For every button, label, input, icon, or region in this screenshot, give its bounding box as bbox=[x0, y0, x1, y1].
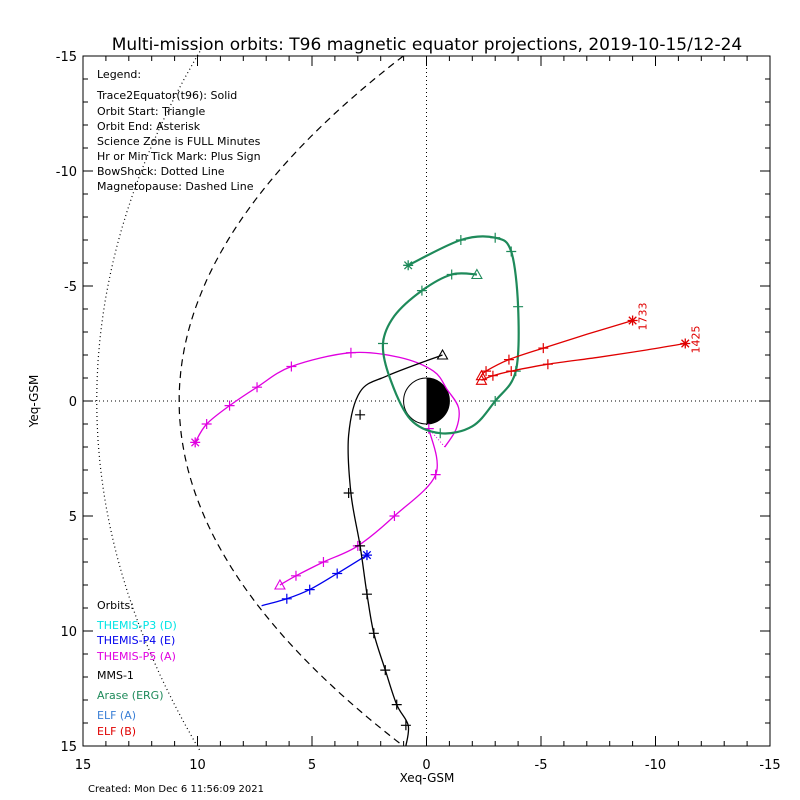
x-axis-label: Xeq-GSM bbox=[400, 771, 455, 785]
series-2-line bbox=[347, 354, 443, 747]
series-5-end-asterisk bbox=[680, 338, 691, 349]
orbit-legend-mms1: MMS-1 bbox=[97, 669, 134, 682]
series-5-tick-mark bbox=[487, 370, 498, 381]
series-0-end-asterisk bbox=[190, 437, 201, 448]
y-axis-label: Yeq-GSM bbox=[27, 375, 41, 429]
series-0-tick-mark bbox=[430, 469, 441, 480]
series-4-tick-mark bbox=[503, 354, 514, 365]
series-0-tick-mark bbox=[252, 382, 263, 393]
series-5-start-triangle bbox=[475, 374, 488, 385]
series-0-tick-mark bbox=[201, 419, 212, 429]
magnetopause-line bbox=[178, 55, 404, 747]
x-tick-label: 10 bbox=[189, 758, 206, 773]
series-0-line bbox=[194, 351, 460, 448]
series-1-tick-mark bbox=[332, 568, 343, 579]
orbits-legend: Orbits: THEMIS-P3 (D) THEMIS-P4 (E) THEM… bbox=[96, 599, 177, 738]
x-tick-label: -5 bbox=[535, 758, 548, 773]
legend-item: Orbit End: Asterisk bbox=[97, 120, 201, 133]
series-5-tick-mark bbox=[542, 359, 553, 370]
legend-item: Hr or Min Tick Mark: Plus Sign bbox=[97, 150, 261, 163]
x-tick-label: 5 bbox=[308, 758, 316, 773]
orbits-legend-title: Orbits: bbox=[97, 599, 134, 612]
series-0-start-triangle bbox=[274, 578, 286, 590]
series-4-tick-mark bbox=[481, 366, 492, 377]
y-tick-label: -10 bbox=[56, 165, 77, 180]
series-0-line-segment bbox=[279, 428, 438, 586]
x-tick-label: 0 bbox=[422, 758, 430, 773]
series-1-tick-mark bbox=[281, 593, 292, 604]
series-3-tick-mark bbox=[435, 428, 446, 439]
orbit-legend-elfb: ELF (B) bbox=[97, 725, 136, 738]
earth-night-side bbox=[426, 378, 450, 424]
series-3-tick-mark bbox=[506, 246, 517, 257]
series-3-tick-mark bbox=[416, 285, 427, 296]
series-3-line bbox=[381, 235, 520, 435]
legend-box: Legend: Trace2Equator(t96): Solid Orbit … bbox=[96, 68, 261, 193]
series-4-time-label: 1733 bbox=[637, 303, 650, 331]
orbit-legend-themis-p4: THEMIS-P4 (E) bbox=[96, 634, 175, 647]
series-0-tick-mark bbox=[286, 361, 297, 372]
series-2-tick-mark bbox=[368, 628, 379, 639]
series-1-tick-mark bbox=[304, 584, 315, 595]
y-tick-label: 10 bbox=[60, 625, 77, 640]
orbit-legend-arase: Arase (ERG) bbox=[97, 689, 163, 702]
orbit-legend-themis-p3: THEMIS-P3 (D) bbox=[96, 619, 177, 632]
series-2-tick-mark bbox=[391, 699, 402, 710]
series-3-end-asterisk bbox=[403, 260, 414, 271]
series-2-tick-mark bbox=[380, 665, 391, 676]
series-0-tick-mark bbox=[345, 347, 356, 358]
series-3-tick-mark bbox=[377, 338, 388, 349]
series-1-end-asterisk bbox=[361, 550, 372, 561]
series-2-tick-mark bbox=[355, 409, 366, 420]
orbit-legend-elfa: ELF (A) bbox=[97, 709, 136, 722]
series-2-tick-mark bbox=[343, 488, 354, 498]
y-tick-label: -5 bbox=[64, 280, 77, 295]
series-3-tick-mark bbox=[490, 396, 501, 406]
series-0-connector bbox=[428, 428, 446, 448]
x-tick-label: -15 bbox=[759, 758, 780, 773]
series-4-tick-mark bbox=[538, 343, 549, 354]
series-2-tick-mark bbox=[361, 589, 372, 600]
series-0-tick-mark bbox=[318, 557, 329, 567]
series-0-tick-mark bbox=[224, 400, 235, 411]
orbit-legend-themis-p5: THEMIS-P5 (A) bbox=[96, 650, 176, 663]
y-tick-label: -15 bbox=[56, 50, 77, 65]
legend-item: Orbit Start: Triangle bbox=[97, 105, 206, 118]
chart-title: Multi-mission orbits: T96 magnetic equat… bbox=[112, 35, 743, 55]
series-3-tick-mark bbox=[455, 235, 466, 245]
series-layer: 1733 1425 bbox=[190, 232, 702, 747]
created-timestamp: Created: Mon Dec 6 11:56:09 2021 bbox=[88, 784, 264, 795]
series-3-tick-mark bbox=[446, 269, 457, 280]
boundaries bbox=[96, 51, 404, 751]
x-tick-label: 15 bbox=[75, 758, 92, 773]
series-4-line bbox=[480, 319, 633, 377]
series-2-start-triangle bbox=[436, 348, 449, 360]
y-tick-label: 15 bbox=[60, 740, 77, 755]
series-3-tick-mark bbox=[490, 232, 501, 243]
legend-item: Magnetopause: Dashed Line bbox=[97, 180, 254, 193]
legend-item: Trace2Equator(t96): Solid bbox=[96, 89, 237, 102]
earth-icon bbox=[403, 377, 450, 425]
series-4-end-asterisk bbox=[627, 315, 638, 326]
legend-item: Science Zone is FULL Minutes bbox=[97, 135, 261, 148]
legend-item: BowShock: Dotted Line bbox=[97, 165, 225, 178]
series-0-tick-mark bbox=[290, 570, 301, 581]
series-1-line bbox=[261, 554, 368, 607]
series-5-time-label: 1425 bbox=[689, 326, 702, 354]
y-tick-label: 5 bbox=[69, 510, 77, 525]
y-tick-label: 0 bbox=[69, 395, 77, 410]
bow-shock-line bbox=[96, 51, 201, 751]
series-3-start-triangle bbox=[470, 268, 483, 280]
axis-ticks: 15 10 5 0 -5 -10 -15 -15 -10 -5 0 5 10 15 bbox=[56, 50, 781, 773]
series-3-tick-mark bbox=[513, 301, 524, 312]
x-tick-label: -10 bbox=[645, 758, 666, 773]
legend-title: Legend: bbox=[97, 68, 141, 81]
series-0-tick-mark bbox=[389, 511, 400, 521]
series-5-line bbox=[481, 342, 686, 381]
series-5-tick-mark bbox=[506, 366, 517, 377]
series-2-tick-mark bbox=[400, 720, 411, 731]
series-2-tick-mark bbox=[355, 540, 366, 551]
